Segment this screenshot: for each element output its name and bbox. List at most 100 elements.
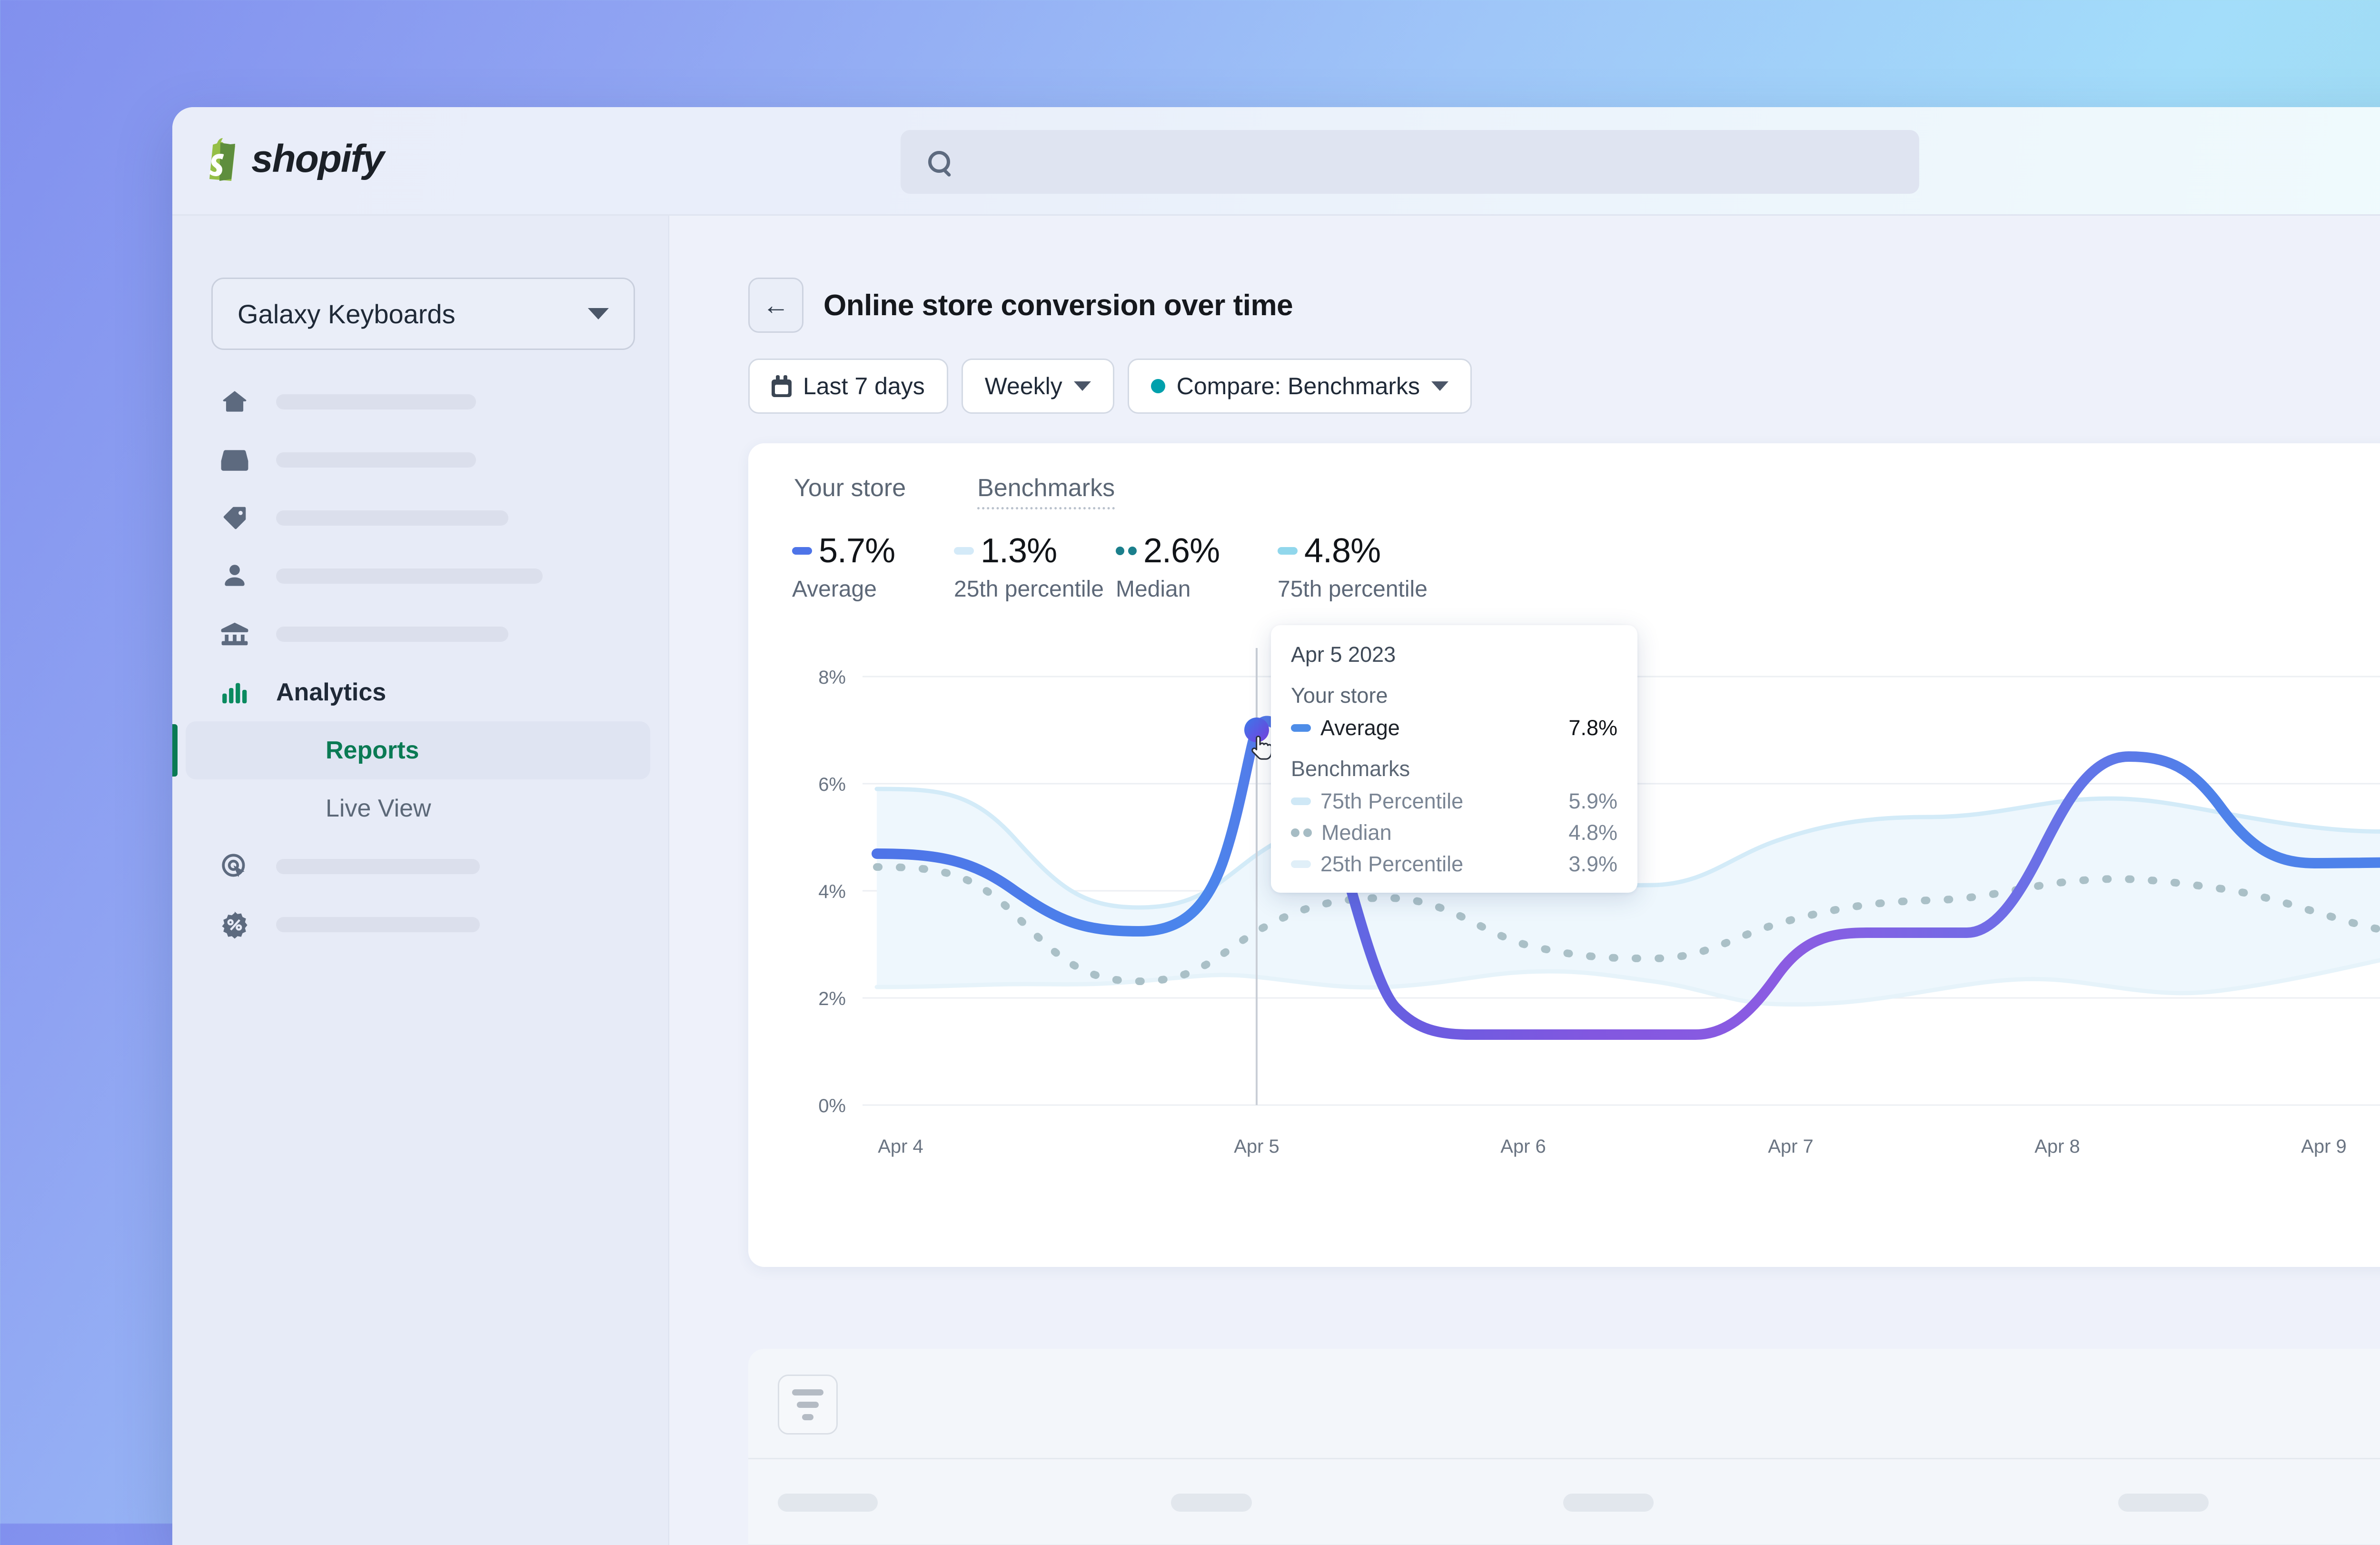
stat-label: 25th percentile	[954, 577, 1104, 602]
stat-value: 5.7%	[819, 532, 895, 570]
sidebar-item-live-view[interactable]: Live View	[172, 779, 668, 837]
table-cell-placeholder	[778, 1494, 878, 1512]
sidebar-item-orders[interactable]	[172, 431, 668, 489]
tooltip-row-75th-percentile: 75th Percentile 5.9%	[1291, 789, 1617, 814]
stat-label: Average	[792, 577, 877, 602]
benchmark-range-band	[877, 789, 2380, 1005]
teal-dot-icon	[1150, 379, 1165, 393]
tag-icon	[220, 503, 249, 533]
sidebar-item-placeholder	[276, 917, 480, 932]
tooltip-row-value: 3.9%	[1568, 852, 1617, 876]
shopify-logo[interactable]: shopify	[204, 137, 385, 181]
series-average	[872, 716, 2380, 1040]
calendar-icon	[772, 375, 792, 397]
svg-text:8%: 8%	[818, 667, 846, 688]
stat-value: 1.3%	[981, 532, 1057, 570]
store-switcher[interactable]: Galaxy Keyboards	[211, 278, 635, 350]
sidebar-item-marketing[interactable]	[172, 837, 668, 896]
search-icon	[928, 151, 950, 173]
sidebar-item-home[interactable]	[172, 373, 668, 431]
sidebar-item-products[interactable]	[172, 489, 668, 547]
chevron-down-icon	[588, 308, 609, 319]
compare-label: Compare: Benchmarks	[1176, 373, 1420, 399]
legend-line-swatch-icon	[1278, 547, 1298, 555]
tooltip-row-average: Average 7.8%	[1291, 716, 1617, 740]
chevron-down-icon	[1073, 381, 1091, 391]
sidebar-item-placeholder	[276, 627, 508, 642]
line-chart-plot[interactable]: 8% 6% 4% 2% 0%	[748, 648, 2380, 1215]
customer-icon	[220, 561, 249, 591]
global-search-input[interactable]	[901, 130, 1919, 194]
sidebar-item-placeholder	[276, 859, 480, 874]
tooltip-row-label: 75th Percentile	[1320, 789, 1464, 813]
legend-group-benchmarks: Benchmarks	[977, 474, 1115, 509]
svg-text:6%: 6%	[818, 774, 846, 795]
analytics-bars-icon	[220, 678, 249, 707]
chevron-down-icon	[1431, 381, 1449, 391]
chart-card: Your store Benchmarks 5.7% Average 1.3%	[748, 443, 2380, 1267]
stat-average: 5.7% Average	[792, 531, 954, 602]
stat-label: 75th percentile	[1278, 577, 1428, 602]
x-axis-ticks: Apr 4 Apr 5 Apr 6 Apr 7 Apr 8 Apr 9 Apr …	[878, 1136, 2347, 1157]
sidebar-item-analytics[interactable]: Analytics	[172, 663, 668, 721]
sidebar-item-customers[interactable]	[172, 547, 668, 605]
stat-value: 2.6%	[1143, 532, 1220, 570]
arrow-left-icon: ←	[763, 290, 789, 320]
sidebar-item-finances[interactable]	[172, 605, 668, 663]
sidebar-item-placeholder	[276, 568, 543, 584]
sidebar-item-placeholder	[276, 394, 476, 409]
tooltip-section-your-store: Your store	[1291, 683, 1388, 708]
svg-text:Apr 5: Apr 5	[1234, 1136, 1279, 1157]
main-content: ← Online store conversion over time Last…	[669, 216, 2380, 1545]
filter-bar: Last 7 days Weekly Compare: Benchmarks	[748, 359, 1472, 414]
sidebar-nav: Analytics Reports Live View	[172, 373, 668, 954]
stat-75th-percentile: 4.8% 75th percentile	[1278, 531, 1439, 602]
legend-group-your-store: Your store	[794, 474, 906, 502]
table-cell-placeholder	[2118, 1494, 2209, 1512]
y-axis-ticks: 8% 6% 4% 2% 0%	[818, 667, 846, 1116]
svg-text:Apr 8: Apr 8	[2034, 1136, 2080, 1157]
granularity-filter[interactable]: Weekly	[961, 359, 1114, 414]
store-name: Galaxy Keyboards	[238, 299, 456, 329]
legend-group-headings: Your store Benchmarks	[794, 474, 1115, 509]
tooltip-row-label: Median	[1321, 820, 1392, 845]
page-header: ← Online store conversion over time	[748, 278, 1293, 333]
legend-line-swatch-icon	[1291, 860, 1311, 868]
svg-text:Apr 7: Apr 7	[1768, 1136, 1814, 1157]
legend-line-swatch-icon	[954, 547, 974, 555]
legend-line-swatch-icon	[792, 547, 812, 555]
top-bar: shopify AG	[172, 107, 2380, 216]
marketing-target-icon	[220, 852, 249, 881]
table-toolbar	[748, 1349, 2380, 1459]
svg-text:2%: 2%	[818, 988, 846, 1009]
stat-label: Median	[1116, 577, 1191, 602]
page-title: Online store conversion over time	[823, 289, 1293, 322]
table-cell-placeholder	[1171, 1494, 1252, 1512]
stat-value: 4.8%	[1304, 532, 1381, 570]
tooltip-row-label: 25th Percentile	[1320, 852, 1464, 876]
date-range-filter[interactable]: Last 7 days	[748, 359, 948, 414]
svg-text:4%: 4%	[818, 881, 846, 902]
sidebar-item-discounts[interactable]	[172, 896, 668, 954]
table-cell-placeholder	[1563, 1494, 1654, 1512]
legend-line-swatch-icon	[1291, 724, 1311, 732]
svg-text:Apr 9: Apr 9	[2301, 1136, 2347, 1157]
tooltip-row-value: 7.8%	[1568, 716, 1617, 740]
home-icon	[220, 387, 249, 417]
svg-text:0%: 0%	[818, 1096, 846, 1116]
svg-text:Apr 6: Apr 6	[1500, 1136, 1546, 1157]
mouse-cursor-icon	[1251, 736, 1272, 760]
sidebar-item-label: Live View	[326, 795, 431, 822]
back-button[interactable]: ←	[748, 278, 803, 333]
filter-button[interactable]	[778, 1375, 838, 1435]
tooltip-section-benchmarks: Benchmarks	[1291, 757, 1410, 781]
tooltip-row-value: 5.9%	[1568, 789, 1617, 813]
tooltip-date: Apr 5 2023	[1291, 642, 1396, 667]
table-row[interactable]	[748, 1459, 2380, 1545]
chart-tooltip: Apr 5 2023 Your store Average 7.8% Bench…	[1271, 625, 1637, 893]
summary-stats: 5.7% Average 1.3% 25th percentile 2.6%	[792, 531, 1439, 602]
stat-median: 2.6% Median	[1116, 531, 1278, 602]
compare-filter[interactable]: Compare: Benchmarks	[1127, 359, 1472, 414]
sidebar-item-reports[interactable]: Reports	[172, 721, 650, 779]
tooltip-row-label: Average	[1320, 716, 1400, 740]
